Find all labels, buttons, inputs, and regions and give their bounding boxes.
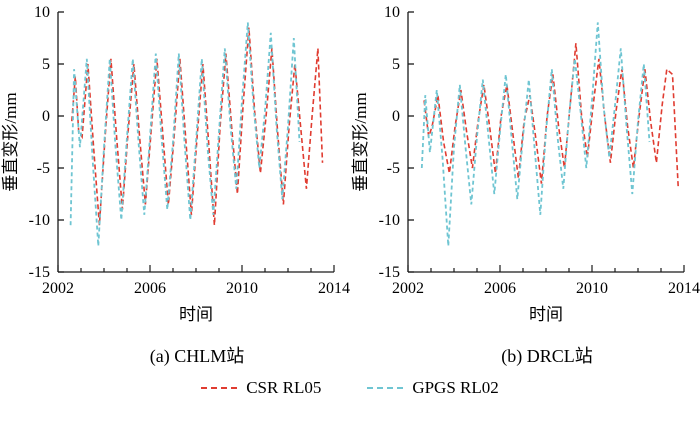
series-line-gpgs-rl02 (69, 22, 301, 247)
y-tick-label: 5 (392, 56, 400, 73)
y-tick-label: 0 (392, 108, 400, 125)
x-tick-label: 2006 (484, 280, 516, 297)
series-line-gpgs-rl02 (420, 22, 651, 247)
legend-label-gpgs-rl02: GPGS RL02 (412, 378, 499, 397)
legend-item-csr-rl05: CSR RL05 (201, 378, 321, 398)
csr-rl05-dash-swatch (201, 387, 238, 389)
x-axis-title: 时间 (179, 305, 213, 324)
y-tick-label: -5 (387, 160, 400, 177)
chart-chlm: -15 -10 -5 0 5 10 2002 2006 2010 2014 时间 垂直变形/mm (a… (0, 0, 350, 368)
legend-item-gpgs-rl02: GPGS RL02 (367, 378, 499, 398)
chart-chlm-caption: (a) CHLM站 (149, 346, 245, 366)
x-tick-label: 2010 (226, 280, 258, 297)
y-tick-label: -15 (379, 264, 400, 281)
x-tick-label: 2002 (392, 280, 424, 297)
gpgs-rl02-dash-swatch (367, 387, 404, 389)
legend: CSR RL05 GPGS RL02 (0, 378, 700, 398)
x-tick-label: 2014 (318, 280, 350, 297)
x-tick-label: 2002 (42, 280, 74, 297)
x-tick-label: 2006 (134, 280, 166, 297)
y-tick-label: -5 (37, 160, 50, 177)
y-tick-label: 10 (384, 4, 400, 21)
chart-drcl-caption: (b) DRCL站 (501, 346, 593, 366)
y-tick-label: -15 (29, 264, 50, 281)
y-tick-label: -10 (29, 212, 50, 229)
chart-chlm-plot: -15 -10 -5 0 5 10 2002 2006 2010 2014 时间 垂直变形/mm (1, 4, 350, 324)
y-tick-label: 10 (34, 4, 50, 21)
x-tick-label: 2010 (576, 280, 608, 297)
y-axis-title: 垂直变形/mm (351, 92, 370, 191)
chart-drcl-plot: -15 -10 -5 0 5 10 2002 2006 2010 2014 时间 垂直变形/mm (351, 4, 700, 324)
legend-label-csr-rl05: CSR RL05 (246, 378, 322, 397)
x-tick-label: 2014 (668, 280, 700, 297)
y-tick-label: -10 (379, 212, 400, 229)
chart-drcl: -15 -10 -5 0 5 10 2002 2006 2010 2014 时间 垂直变形/mm (b… (350, 0, 700, 368)
charts-row: -15 -10 -5 0 5 10 2002 2006 2010 2014 时间 垂直变形/mm (a… (0, 0, 700, 368)
y-axis-title: 垂直变形/mm (1, 92, 20, 191)
x-axis-title: 时间 (529, 305, 563, 324)
y-tick-label: 5 (42, 56, 50, 73)
y-tick-label: 0 (42, 108, 50, 125)
